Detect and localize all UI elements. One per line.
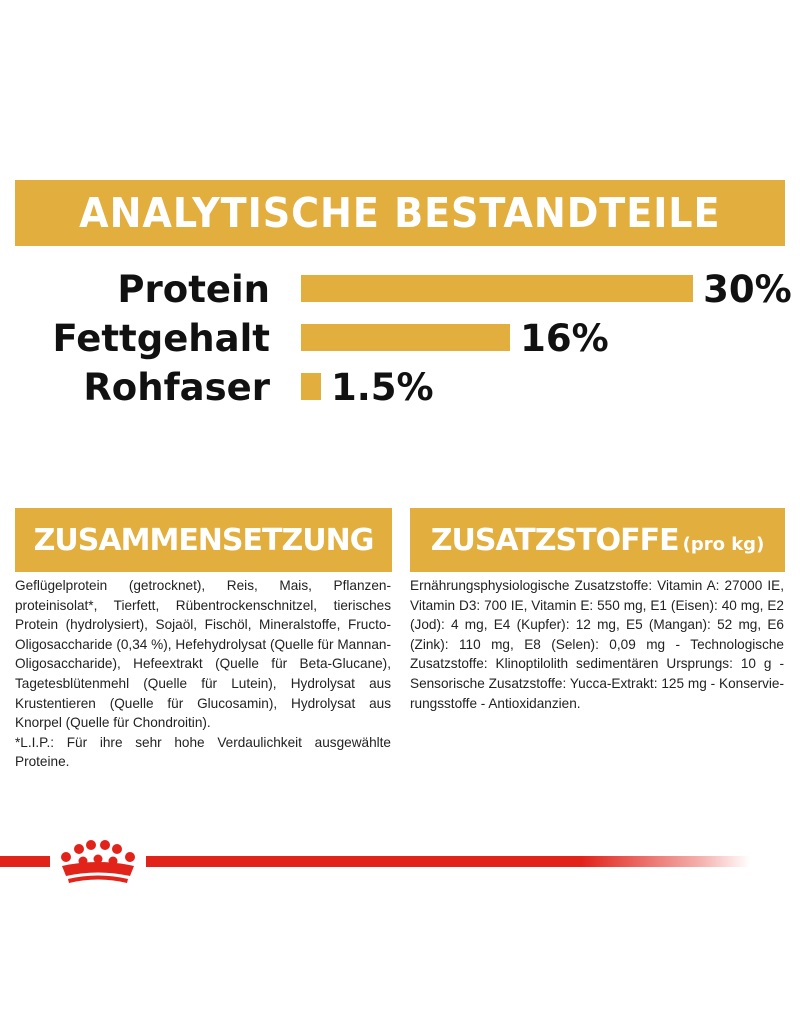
nutrient-row-protein: Protein 30% — [0, 265, 800, 315]
composition-heading-text: ZUSAMMENSETZUNG — [33, 522, 375, 558]
additives-heading: ZUSATZSTOFFE (pro kg) — [410, 508, 785, 572]
nutrient-label: Rohfaser — [83, 366, 270, 409]
composition-footnote: *L.I.P.: Für ihre sehr hohe Verdaulichke… — [15, 734, 391, 770]
brand-line-right — [146, 856, 750, 867]
nutrient-value: 16% — [520, 317, 609, 360]
nutrient-label: Fettgehalt — [52, 317, 270, 360]
composition-text-block: Geflügelprotein (getrocknet), Reis, Mais… — [15, 576, 391, 772]
additives-heading-suffix: (pro kg) — [682, 533, 765, 555]
nutrient-value: 30% — [703, 268, 792, 311]
brand-line-left — [0, 856, 50, 867]
additives-text-block: Ernährungsphysiologische Zusatzstoffe: V… — [410, 576, 784, 713]
nutrient-bar — [301, 324, 511, 351]
composition-heading: ZUSAMMENSETZUNG — [15, 508, 392, 572]
crown-logo-icon — [61, 840, 135, 883]
additives-text: Ernährungsphysiologische Zusatzstoffe: V… — [410, 578, 784, 711]
composition-text: Geflügelprotein (getrocknet), Reis, Mais… — [15, 578, 391, 731]
nutrient-row-fat: Fettgehalt 16% — [0, 314, 800, 364]
nutrient-row-fiber: Rohfaser 1.5% — [0, 363, 800, 413]
nutrient-value: 1.5% — [331, 366, 434, 409]
nutrient-bar — [301, 373, 321, 400]
nutrient-bar — [301, 275, 694, 302]
analysis-title: ANALYTISCHE BESTANDTEILE — [79, 189, 721, 237]
nutrient-label: Protein — [117, 268, 270, 311]
analysis-banner: ANALYTISCHE BESTANDTEILE — [15, 180, 785, 246]
additives-heading-text: ZUSATZSTOFFE — [430, 522, 680, 558]
